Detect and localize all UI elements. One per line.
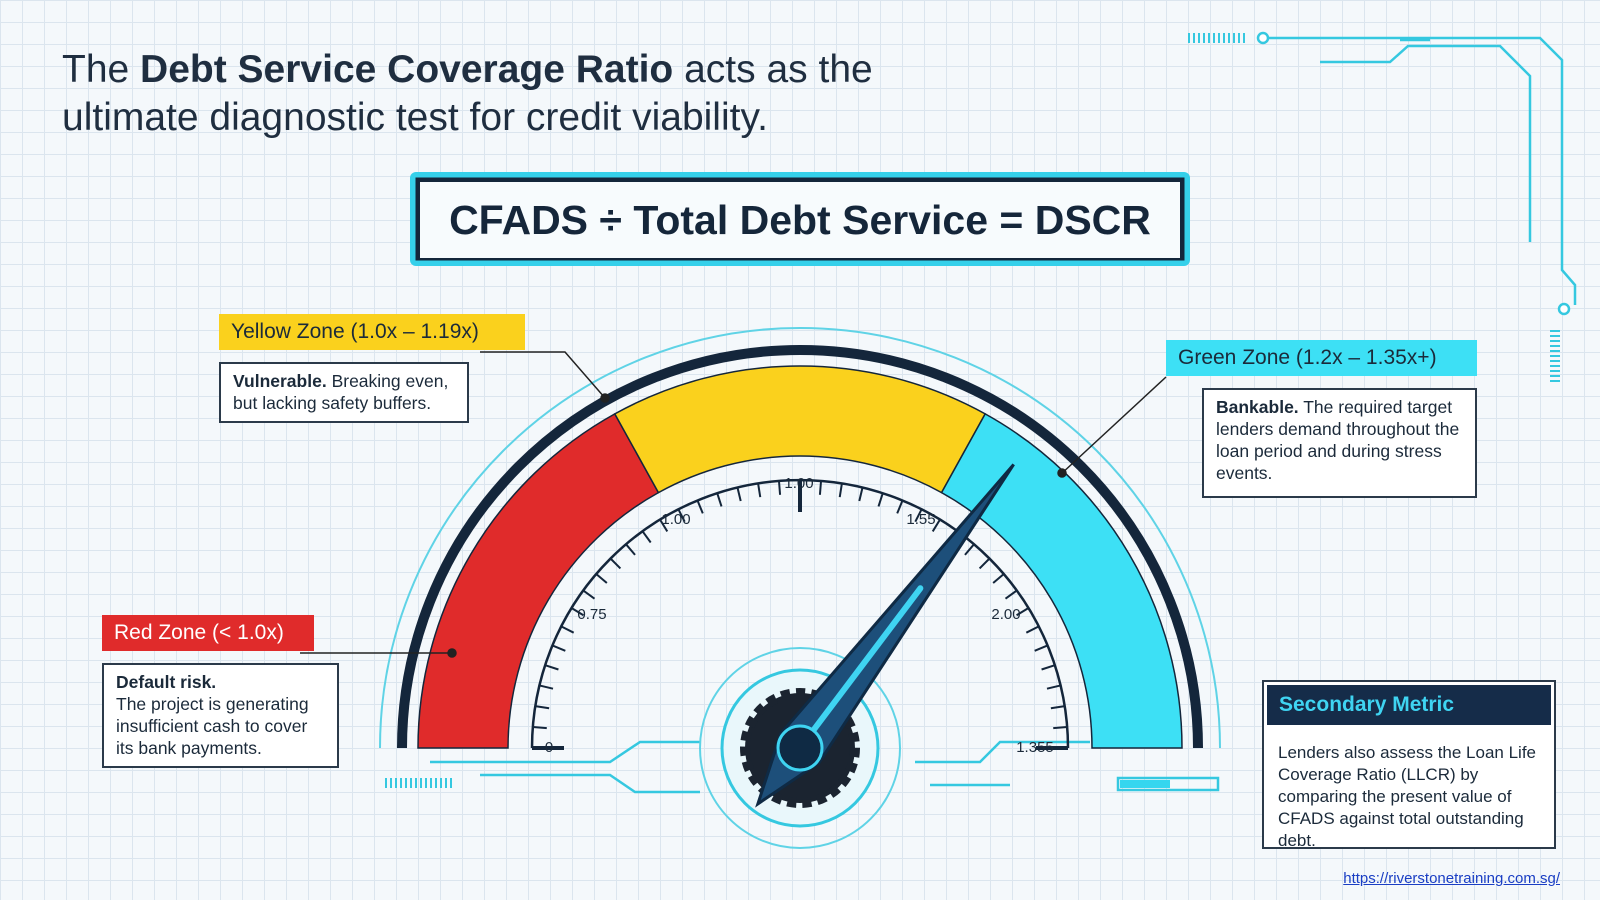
title-line: ultimate diagnostic test for credit viab… bbox=[62, 96, 768, 139]
scale-tick bbox=[931, 518, 941, 532]
scale-tick bbox=[1050, 705, 1065, 710]
scale-tick bbox=[582, 589, 596, 600]
scale-tick bbox=[696, 500, 704, 514]
tick-label: 0.75 bbox=[577, 606, 606, 623]
zone-text: Breaking even, but lacking safety buffer… bbox=[233, 371, 449, 413]
scale-tick bbox=[877, 492, 884, 507]
zone-band bbox=[417, 412, 660, 749]
scale-tick bbox=[641, 530, 652, 544]
secondary-metric: Secondary Metric Lenders also assess the… bbox=[1262, 680, 1556, 850]
hub-center bbox=[776, 724, 824, 772]
secondary-body: Lenders also assess the Loan Life Covera… bbox=[1278, 743, 1537, 850]
scale-tick bbox=[1046, 684, 1061, 690]
scale-tick bbox=[1025, 625, 1040, 634]
tick-label: 0 bbox=[545, 739, 553, 756]
zone-label: Red Zone (< 1.0x) bbox=[102, 615, 314, 651]
scale-tick bbox=[535, 705, 550, 710]
zone-label: Yellow Zone (1.0x – 1.19x) bbox=[219, 314, 525, 350]
scale-tick bbox=[539, 684, 554, 690]
title-text: acts as the bbox=[684, 48, 873, 91]
scale-tick bbox=[560, 625, 575, 634]
circuit-decor bbox=[385, 31, 1577, 794]
tick-label: 1.00 bbox=[784, 475, 813, 492]
zone-lead: Default risk. bbox=[116, 672, 217, 692]
scale-tick bbox=[777, 480, 782, 495]
scale-tick bbox=[716, 492, 723, 507]
gauge: 0 0.75 1.00 1.00 1.55 2.00 1.355 bbox=[379, 327, 1221, 849]
scale-tick bbox=[736, 487, 742, 502]
title-text: The bbox=[62, 48, 130, 91]
zone-box: Vulnerable. Breaking even, but lacking s… bbox=[219, 362, 469, 423]
title-bold: Debt Service Coverage Ratio bbox=[140, 48, 674, 91]
scale-tick bbox=[532, 725, 547, 730]
scale-tick bbox=[677, 508, 686, 523]
zone-band bbox=[940, 412, 1183, 749]
scale-tick bbox=[625, 543, 636, 556]
scale-tick bbox=[838, 483, 843, 498]
scale-tick bbox=[544, 664, 559, 671]
zone-band bbox=[613, 365, 987, 494]
scale-tick bbox=[609, 557, 622, 570]
zone-box: Bankable. The required target lenders de… bbox=[1202, 388, 1477, 498]
title-line: The Debt Service Coverage Ratio acts as … bbox=[62, 46, 873, 94]
tick-label: 1.00 bbox=[661, 511, 690, 528]
scale-tick bbox=[659, 518, 669, 532]
needle-glow bbox=[797, 585, 924, 751]
scale-tick bbox=[914, 508, 923, 523]
scale-tick bbox=[1041, 664, 1056, 671]
scale-tick bbox=[992, 573, 1005, 584]
footer-link[interactable]: https://riverstonetraining.com.sg/ bbox=[1343, 870, 1560, 887]
scale-tick bbox=[964, 543, 975, 556]
scale-tick bbox=[1016, 607, 1030, 617]
scale-tick bbox=[757, 483, 762, 498]
scale-tick bbox=[1053, 725, 1068, 730]
scale-tick bbox=[595, 573, 608, 584]
zone-lead: Bankable. bbox=[1216, 397, 1299, 417]
scale-tick bbox=[978, 557, 991, 570]
zone-box: Default risk. The project is generating i… bbox=[102, 663, 339, 768]
zone-lead: Vulnerable. bbox=[233, 371, 327, 391]
formula: CFADS ÷ Total Debt Service = DSCR bbox=[420, 182, 1180, 258]
scale-tick bbox=[570, 607, 584, 617]
tick-label: 1.55 bbox=[906, 511, 935, 528]
title: The Debt Service Coverage Ratio acts as … bbox=[62, 46, 873, 142]
scale-tick bbox=[818, 480, 823, 495]
secondary-title: Secondary Metric bbox=[1267, 685, 1551, 725]
scale-tick bbox=[896, 500, 904, 514]
tick-label: 2.00 bbox=[991, 606, 1020, 623]
hub-ring bbox=[699, 647, 901, 849]
leader-lines bbox=[300, 351, 1167, 658]
scale-tick bbox=[858, 487, 864, 502]
scale-tick bbox=[552, 644, 566, 652]
scale-tick bbox=[1034, 644, 1048, 652]
zone-text: The project is generating insufficient c… bbox=[116, 694, 309, 758]
zone-text: The required target lenders demand throu… bbox=[1216, 397, 1460, 483]
tick-label: 1.355 bbox=[1016, 739, 1054, 756]
zone-label: Green Zone (1.2x – 1.35x+) bbox=[1166, 340, 1477, 376]
scale-tick bbox=[1004, 589, 1018, 600]
